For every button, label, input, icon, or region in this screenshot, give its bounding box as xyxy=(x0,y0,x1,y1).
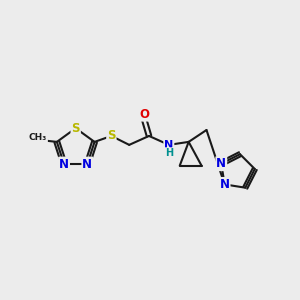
Text: H: H xyxy=(165,148,173,158)
Text: S: S xyxy=(107,130,116,142)
Text: N: N xyxy=(59,158,69,170)
Text: N: N xyxy=(216,157,226,170)
Text: O: O xyxy=(139,108,149,121)
Text: N: N xyxy=(220,178,230,191)
Text: CH₃: CH₃ xyxy=(29,134,47,142)
Text: N: N xyxy=(82,158,92,170)
Text: S: S xyxy=(71,122,80,135)
Text: N: N xyxy=(164,140,173,150)
